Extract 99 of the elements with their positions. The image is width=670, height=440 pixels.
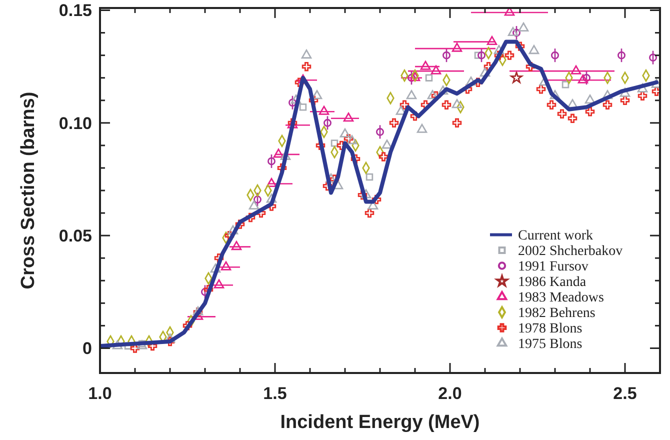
point — [430, 65, 442, 74]
point — [214, 279, 224, 288]
legend-label: Current work — [518, 228, 594, 244]
legend-label: 1986 Kanda — [518, 275, 587, 290]
point — [637, 83, 648, 92]
point — [364, 208, 374, 218]
point — [378, 152, 388, 162]
point — [389, 118, 399, 128]
point — [551, 51, 559, 60]
point — [330, 140, 338, 147]
point — [585, 107, 595, 116]
point — [182, 321, 192, 330]
point — [568, 114, 578, 124]
point — [536, 84, 546, 94]
point — [620, 96, 630, 105]
x-tick-label: 2.0 — [438, 384, 462, 403]
y-tick-label: 0.05 — [58, 226, 92, 246]
point — [438, 86, 448, 95]
point — [299, 104, 307, 111]
point — [512, 28, 520, 37]
point — [312, 90, 322, 100]
point — [508, 26, 518, 36]
point — [584, 94, 596, 104]
point — [515, 42, 525, 51]
point — [550, 90, 560, 100]
point — [442, 100, 452, 110]
line-series — [100, 40, 658, 348]
point — [343, 112, 354, 122]
x-tick-label: 1.5 — [263, 384, 287, 403]
legend-label: 1991 Fursov — [518, 260, 588, 275]
point — [528, 44, 540, 54]
point — [518, 22, 529, 32]
point — [220, 261, 232, 270]
point — [480, 68, 490, 77]
point — [602, 100, 612, 110]
point — [562, 80, 570, 88]
point — [324, 118, 332, 127]
point — [510, 72, 522, 83]
y-axis-title: Cross Section (barns) — [18, 92, 39, 290]
point — [452, 42, 462, 52]
point — [400, 100, 410, 110]
point — [248, 200, 260, 210]
point — [618, 51, 626, 60]
point — [301, 50, 312, 59]
point — [442, 51, 450, 60]
point — [504, 8, 515, 16]
point — [366, 173, 374, 181]
x-tick-label: 1.0 — [88, 384, 112, 403]
point — [266, 178, 277, 187]
point — [235, 220, 245, 229]
point — [228, 225, 238, 234]
y-tick-label: 0.15 — [58, 1, 92, 20]
point — [649, 54, 657, 62]
point — [302, 62, 312, 72]
point — [420, 60, 431, 70]
point — [382, 140, 392, 149]
point — [557, 109, 567, 119]
point — [570, 65, 582, 74]
point — [452, 99, 462, 108]
point — [546, 100, 556, 110]
y-tick-label: 0 — [82, 339, 92, 358]
point — [273, 148, 284, 158]
point — [346, 135, 358, 144]
point — [578, 74, 588, 84]
point — [416, 124, 428, 133]
legend-label: 1982 Behrens — [518, 306, 596, 322]
point — [254, 196, 262, 204]
x-tick-label: 2.5 — [613, 384, 637, 403]
point — [620, 88, 630, 97]
point — [504, 50, 514, 60]
point — [486, 36, 498, 46]
point — [425, 74, 433, 82]
point — [420, 100, 430, 110]
point — [410, 72, 420, 82]
point — [427, 90, 438, 100]
point — [478, 51, 486, 60]
point — [406, 90, 417, 100]
legend-label: 1983 Meadows — [518, 290, 604, 306]
point — [288, 98, 296, 107]
point — [340, 128, 350, 138]
point — [638, 91, 648, 100]
point — [474, 52, 482, 59]
point — [266, 194, 277, 203]
point — [231, 241, 242, 250]
point — [376, 128, 384, 136]
legend-label: 1978 Blons — [518, 322, 582, 337]
point — [344, 134, 354, 144]
x-axis-title: Incident Energy (MeV) — [280, 412, 480, 433]
legend-label: 2002 Shcherbakov — [518, 244, 623, 260]
point — [494, 44, 504, 54]
point — [210, 264, 221, 273]
point — [652, 86, 660, 96]
point — [466, 76, 476, 86]
point — [452, 118, 462, 128]
point — [268, 157, 276, 166]
point — [567, 99, 578, 108]
point — [318, 106, 330, 115]
legend-label: 1975 Blons — [518, 337, 582, 352]
y-tick-label: 0.10 — [58, 114, 92, 133]
